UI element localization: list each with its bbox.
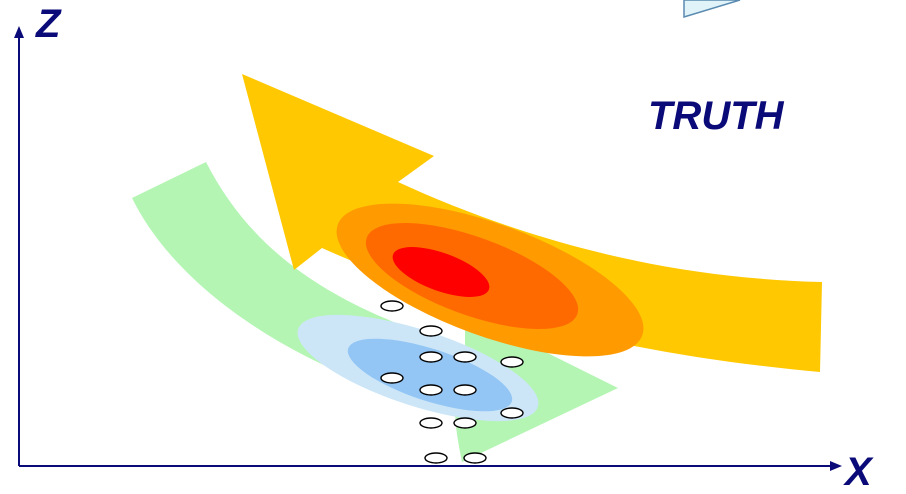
sample-point	[419, 417, 443, 429]
sample-point	[380, 300, 404, 312]
sample-point	[424, 452, 448, 464]
sample-point	[419, 325, 443, 337]
sample-point	[500, 407, 524, 419]
sample-point	[453, 384, 477, 396]
sample-points	[380, 300, 524, 464]
x-axis-label: X	[845, 450, 872, 494]
z-axis-label: Z	[36, 2, 61, 46]
z-axis-arrowhead	[14, 26, 24, 38]
sample-point	[380, 372, 404, 384]
truth-label: TRUTH	[648, 94, 784, 138]
sample-point	[463, 452, 487, 464]
corner-box-partial	[683, 0, 741, 19]
sample-point	[453, 351, 477, 363]
x-axis-arrowhead	[830, 461, 842, 471]
sample-point	[419, 384, 443, 396]
sample-point	[453, 417, 477, 429]
sample-point	[500, 356, 524, 368]
truth-contour-core	[392, 247, 490, 297]
sample-point	[419, 351, 443, 363]
truth-arrow	[242, 74, 822, 372]
